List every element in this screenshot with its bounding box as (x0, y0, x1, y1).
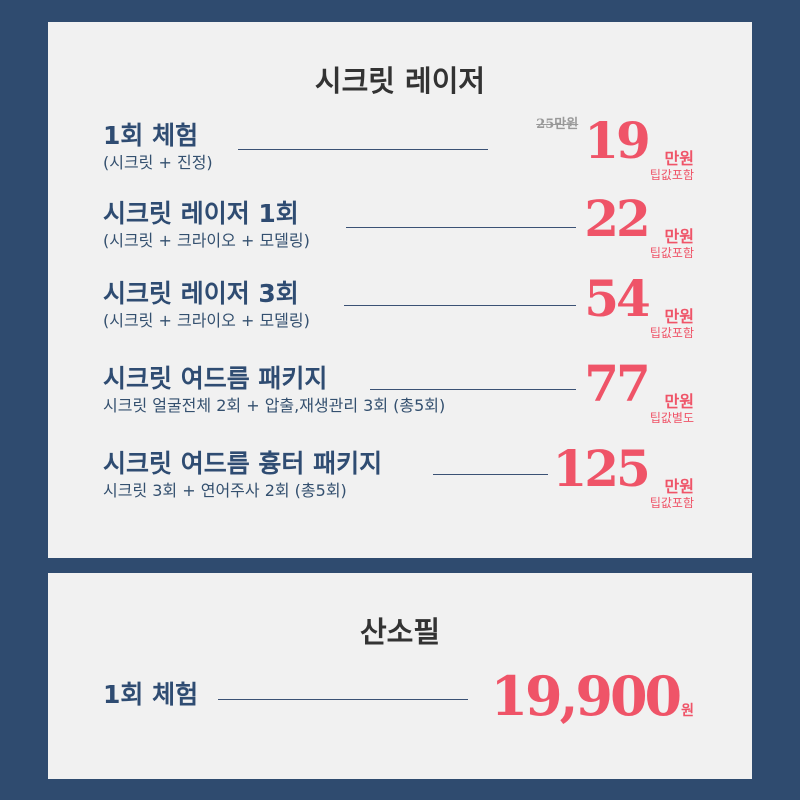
price-value: 22 (584, 189, 651, 248)
price-note: 팁값별도 (649, 410, 694, 425)
item-name: 시크릿 레이저 3회 (103, 279, 299, 308)
divider-line (344, 305, 576, 306)
price-row: 시크릿 여드름 패키지 시크릿 얼굴전체 2회 + 압출,재생관리 3회 (총5… (48, 359, 752, 441)
price-box: 25만원 19 만원 팁값포함 (536, 111, 694, 182)
price-box: 19,900 원 (490, 669, 694, 723)
item-description: 시크릿 얼굴전체 2회 + 압출,재생관리 3회 (총5회) (103, 396, 446, 415)
price-note: 팁값포함 (649, 245, 694, 260)
price-note: 팁값포함 (649, 167, 694, 182)
price-row: 시크릿 여드름 흉터 패키지 시크릿 3회 + 연어주사 2회 (총5회) 12… (48, 444, 752, 526)
item-description: (시크릿 + 크라이오 + 모델링) (103, 311, 310, 330)
item-name: 시크릿 레이저 1회 (103, 199, 299, 228)
price-row: 1회 체험 19,900 원 (48, 669, 752, 757)
price-unit: 만원 (664, 227, 694, 247)
price-note: 팁값포함 (649, 325, 694, 340)
sansopil-title: 산소필 (359, 615, 441, 649)
item-name: 1회 체험 (103, 680, 199, 709)
item-description: (시크릿 + 진정) (103, 153, 213, 172)
price-box: 54 만원 팁값포함 (584, 269, 694, 340)
price-row: 시크릿 레이저 1회 (시크릿 + 크라이오 + 모델링) 22 만원 팁값포함 (48, 194, 752, 276)
laser-price-card: 시크릿 레이저 1회 체험 (시크릿 + 진정) 25만원 19 만원 팁값포함… (48, 22, 752, 558)
price-unit: 만원 (664, 149, 694, 169)
item-description: (시크릿 + 크라이오 + 모델링) (103, 231, 310, 250)
divider-line (370, 389, 576, 390)
price-box: 125 만원 팁값포함 (552, 439, 694, 510)
price-unit: 원 (681, 702, 694, 719)
price-unit: 만원 (664, 477, 694, 497)
sansopil-price-card: 산소필 1회 체험 19,900 원 (48, 573, 752, 779)
price-note: 팁값포함 (649, 495, 694, 510)
item-description: 시크릿 3회 + 연어주사 2회 (총5회) (103, 481, 347, 500)
price-row: 시크릿 레이저 3회 (시크릿 + 크라이오 + 모델링) 54 만원 팁값포함 (48, 274, 752, 356)
price-value: 19,900 (490, 664, 682, 728)
price-row: 1회 체험 (시크릿 + 진정) 25만원 19 만원 팁값포함 (48, 116, 752, 198)
price-box: 22 만원 팁값포함 (584, 189, 694, 260)
item-name: 1회 체험 (103, 121, 199, 150)
price-value: 54 (584, 269, 651, 328)
item-name: 시크릿 여드름 흉터 패키지 (103, 449, 383, 478)
divider-line (346, 227, 576, 228)
price-box: 77 만원 팁값별도 (584, 354, 694, 425)
divider-line (238, 149, 488, 150)
item-name: 시크릿 여드름 패키지 (103, 364, 328, 393)
price-unit: 만원 (664, 392, 694, 412)
price-value: 19 (584, 111, 651, 170)
divider-line (218, 699, 468, 700)
divider-line (433, 474, 548, 475)
laser-title: 시크릿 레이저 (314, 64, 486, 98)
old-price: 25만원 (536, 117, 579, 132)
price-value: 125 (552, 439, 650, 498)
price-value: 77 (584, 354, 651, 413)
price-unit: 만원 (664, 307, 694, 327)
